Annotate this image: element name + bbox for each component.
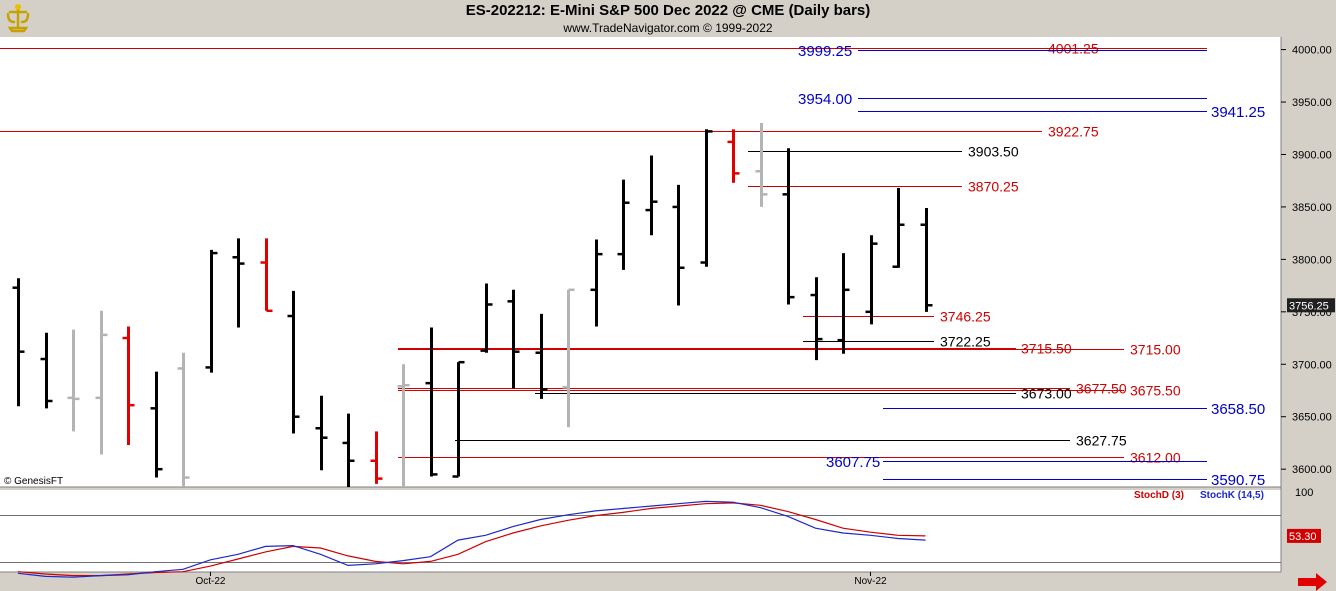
ohlc-bar <box>260 238 273 313</box>
ohlc-bar <box>810 277 823 361</box>
stoch-last-value-tag <box>1287 528 1321 543</box>
level-label: 3612.00 <box>1130 450 1181 466</box>
level-label: 3590.75 <box>1211 472 1265 489</box>
ohlc-bar <box>507 289 520 389</box>
price-tick-label: 4000.00 <box>1292 45 1332 57</box>
stochastic-plot-background <box>0 490 1281 572</box>
level-label: 3715.50 <box>1021 341 1072 357</box>
price-tick-label: 3950.00 <box>1292 97 1332 109</box>
ohlc-bar <box>645 155 658 236</box>
ohlc-bar <box>920 207 933 312</box>
stoch-series-line <box>17 500 926 578</box>
time-axis-label: Oct-22 <box>195 576 225 587</box>
ohlc-bar <box>837 253 850 354</box>
ohlc-bar <box>315 395 328 471</box>
ohlc-bar <box>150 371 163 478</box>
price-plot-background <box>0 37 1281 487</box>
ohlc-bar <box>12 278 25 407</box>
ohlc-bar <box>342 413 355 487</box>
stoch-legend-d: StochD (3) <box>1134 490 1184 501</box>
level-label: 3627.75 <box>1076 433 1127 449</box>
ohlc-bar <box>562 288 575 428</box>
price-tick-label: 3900.00 <box>1292 149 1332 161</box>
level-label: 3715.00 <box>1130 342 1181 358</box>
level-label: 3722.25 <box>940 334 991 350</box>
chart-subtitle: www.TradeNavigator.com © 1999-2022 <box>563 21 773 35</box>
ohlc-bar <box>700 129 713 267</box>
ohlc-bar <box>617 179 630 270</box>
last-price-label: 3756.25 <box>1289 300 1329 312</box>
level-label: 3677.50 <box>1076 381 1127 397</box>
stoch-tick-label: 100 <box>1295 487 1313 499</box>
ohlc-bar <box>727 129 740 183</box>
last-price-tag <box>1287 298 1335 313</box>
ohlc-bar <box>397 364 410 487</box>
price-tick-label: 3850.00 <box>1292 202 1332 214</box>
level-label: 4001.25 <box>1048 41 1099 57</box>
ohlc-bar <box>782 148 795 305</box>
ohlc-bar <box>865 235 878 325</box>
level-label: 3903.50 <box>968 144 1019 160</box>
price-tick-label: 3700.00 <box>1292 359 1332 371</box>
stoch-legend-k: StochK (14,5) <box>1200 490 1264 501</box>
ohlc-bar <box>287 290 300 434</box>
ohlc-bar <box>177 352 190 487</box>
stoch-last-value-label: 53.30 <box>1289 531 1317 543</box>
level-label: 3675.50 <box>1130 383 1181 399</box>
ohlc-bar <box>425 327 438 477</box>
price-tick-label: 3600.00 <box>1292 464 1332 476</box>
ohlc-bar <box>67 329 80 432</box>
chart-title: ES-202212: E-Mini S&P 500 Dec 2022 @ CME… <box>465 2 871 19</box>
ohlc-bar <box>892 188 905 268</box>
level-label: 3746.25 <box>940 309 991 325</box>
ohlc-bar <box>370 431 383 484</box>
stoch-series-line <box>17 502 926 577</box>
ohlc-bar <box>590 239 603 327</box>
level-label: 3954.00 <box>798 91 852 108</box>
ohlc-bar <box>40 332 53 409</box>
ohlc-bar <box>535 313 548 399</box>
price-tick-label: 3650.00 <box>1292 412 1332 424</box>
level-label: 3941.25 <box>1211 104 1265 121</box>
ohlc-bar <box>122 326 135 446</box>
ohlc-bar <box>205 249 218 373</box>
ohlc-bar <box>755 123 768 207</box>
ohlc-bar <box>672 184 685 306</box>
level-label: 3673.00 <box>1021 386 1072 402</box>
ohlc-bar <box>95 310 108 455</box>
level-label: 3922.75 <box>1048 124 1099 140</box>
ohlc-bar <box>232 238 245 328</box>
watermark-text: © GenesisFT <box>4 476 63 487</box>
trade-navigator-logo <box>6 4 30 33</box>
ohlc-bar <box>452 360 465 478</box>
scroll-right-arrow-icon[interactable] <box>1298 573 1327 591</box>
level-label: 3658.50 <box>1211 401 1265 418</box>
ohlc-bar <box>480 283 493 353</box>
time-axis-label: Nov-22 <box>854 576 887 587</box>
level-label: 3607.75 <box>826 454 880 471</box>
level-label: 3870.25 <box>968 179 1019 195</box>
price-tick-label: 3800.00 <box>1292 254 1332 266</box>
level-label: 3999.25 <box>798 43 852 60</box>
